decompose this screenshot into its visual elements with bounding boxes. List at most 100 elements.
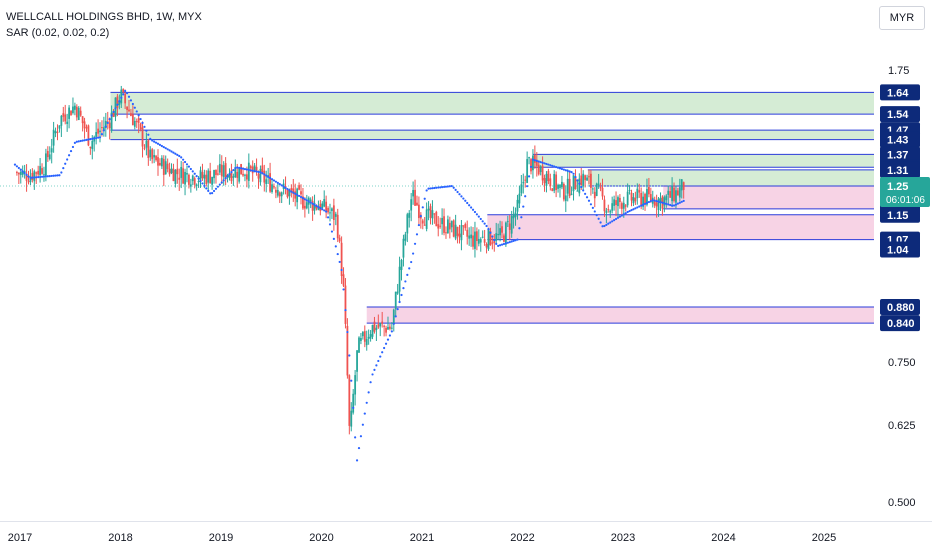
candle-body-171: [346, 325, 349, 376]
candle-body-305: [605, 210, 608, 213]
sar-dot-42: [95, 136, 98, 140]
sar-dot-184: [369, 381, 372, 384]
candle-body-49: [110, 112, 113, 131]
sar-dot-200: [400, 293, 403, 297]
candle-body-162: [329, 212, 331, 214]
sar-dot-146: [296, 193, 299, 196]
sar-dot-297: [587, 199, 591, 202]
candle-body-206: [414, 189, 416, 206]
sar-dot-266: [527, 175, 531, 178]
sar-dot-121: [247, 168, 250, 172]
candle-body-183: [369, 334, 372, 339]
sar-dot-26: [64, 162, 67, 165]
candle-body-114: [236, 171, 239, 178]
sar-dot-158: [319, 207, 322, 210]
sar-dot-103: [212, 189, 216, 193]
sar-dot-329: [649, 200, 652, 203]
candle-body-165: [334, 213, 337, 217]
sar-dot-226: [450, 184, 453, 188]
sar-dot-81: [170, 150, 173, 153]
sar-dot-5: [23, 171, 26, 175]
sar-dot-100: [207, 189, 210, 192]
sar-dot-162: [326, 216, 330, 219]
sar-dot-251: [498, 244, 502, 247]
sar-dot-102: [211, 192, 214, 195]
candle-body-104: [217, 173, 219, 175]
sar-dot-161: [325, 210, 328, 213]
candle-body-236: [472, 235, 474, 247]
candle-body-37: [87, 125, 90, 146]
candle-body-338: [669, 191, 672, 198]
sar-dot-219: [437, 186, 440, 189]
candle-body-121: [249, 166, 252, 169]
price-label-0: 1.64: [887, 87, 909, 99]
x-tick-label-6: 2023: [611, 532, 635, 544]
sar-dot-236: [469, 206, 473, 209]
sar-dot-15: [42, 175, 46, 178]
candle-body-161: [327, 208, 329, 213]
sar-dot-189: [379, 355, 382, 358]
x-tick-label-4: 2021: [410, 532, 434, 544]
sar-dot-177: [355, 459, 359, 462]
sar-dot-293: [580, 185, 583, 189]
sar-dot-292: [578, 182, 581, 185]
candle-body-177: [358, 337, 360, 353]
sar-dot-269: [533, 159, 536, 162]
candle-body-128: [263, 170, 266, 183]
price-label-bg-3: [880, 131, 920, 148]
sar-dot-39: [89, 138, 92, 141]
candle-body-287: [570, 193, 573, 195]
sar-dot-151: [305, 199, 308, 202]
currency-button[interactable]: MYR: [879, 6, 925, 30]
candle-body-291: [578, 178, 581, 194]
sar-dot-140: [284, 186, 287, 189]
candle-body-147: [300, 191, 302, 195]
demand-zone-1: [487, 214, 874, 240]
sar-dot-185: [371, 373, 374, 376]
candle-body-107: [222, 165, 225, 177]
sar-dot-74: [156, 142, 160, 145]
candle-body-298: [591, 188, 594, 190]
candle-body-283: [562, 183, 565, 200]
sar-dot-345: [680, 200, 683, 203]
candle-body-79: [168, 168, 171, 175]
candle-body-7: [29, 176, 32, 182]
candle-body-55: [122, 89, 125, 92]
candle-body-123: [253, 165, 256, 171]
sar-dot-207: [413, 242, 417, 245]
sar-dot-247: [491, 235, 494, 238]
sar-dot-246: [489, 231, 492, 234]
sar-dot-337: [665, 202, 668, 205]
candle-countdown: 06:01:06: [886, 195, 925, 206]
sar-dot-88: [183, 160, 187, 164]
sar-dot-168: [338, 260, 341, 264]
candle-body-148: [302, 196, 304, 209]
sar-dot-206: [412, 252, 415, 255]
sar-dot-92: [191, 170, 194, 173]
candle-body-271: [539, 166, 542, 173]
sar-dot-230: [458, 193, 461, 196]
candle-body-343: [678, 187, 681, 198]
candle-body-35: [83, 121, 86, 129]
candle-body-57: [126, 106, 128, 110]
candle-body-178: [360, 338, 362, 341]
candle-body-156: [317, 206, 320, 211]
sar-dot-341: [672, 204, 676, 207]
sar-dot-19: [50, 174, 53, 178]
candle-body-289: [574, 177, 577, 190]
candle-body-62: [135, 120, 138, 122]
sar-dot-265: [526, 185, 529, 188]
sar-dot-167: [336, 252, 339, 256]
candle-body-251: [501, 226, 503, 233]
candle-body-86: [182, 168, 185, 184]
candle-body-311: [617, 197, 619, 207]
sar-dot-213: [425, 189, 428, 192]
sar-dot-54: [118, 100, 121, 103]
candle-body-332: [657, 198, 660, 211]
candle-body-51: [114, 97, 117, 117]
candle-body-144: [294, 191, 297, 199]
candle-body-120: [247, 162, 250, 181]
sar-dot-134: [272, 179, 276, 182]
